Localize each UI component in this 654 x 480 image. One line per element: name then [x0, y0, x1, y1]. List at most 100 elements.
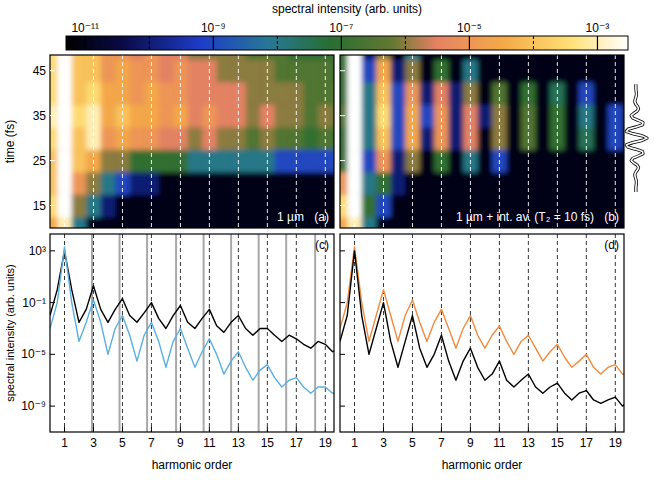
heatmap-cell: [246, 55, 261, 60]
heatmap-cell: [188, 172, 203, 195]
heatmap-cell: [159, 55, 174, 60]
heatmap-cell: [246, 127, 261, 150]
y-tick: [340, 302, 345, 303]
heatmap-cell: [130, 59, 145, 82]
colorbar-tick-label: 10⁻¹¹: [71, 21, 99, 35]
y-tick: [50, 302, 55, 303]
annotation: 1 µm + int. av. (T₂ = 10 fs): [456, 210, 594, 224]
grid-line: [93, 234, 94, 432]
heatmap-cell: [217, 82, 232, 105]
y-tick-label: 10⁻⁹: [21, 399, 46, 413]
heatmap-cell: [72, 172, 87, 195]
y-tick: [50, 115, 55, 116]
y-tick-label: 10⁻¹: [22, 296, 46, 310]
x-tick: [93, 427, 94, 432]
heatmap-cell: [362, 59, 377, 82]
x-tick-label: 1: [61, 436, 68, 450]
heatmap-cell: [275, 127, 290, 150]
grid-line: [325, 55, 326, 228]
colorbar-tick: [341, 36, 342, 50]
x-axis-title: harmonic order: [442, 458, 523, 472]
x-tick-label: 5: [119, 436, 126, 450]
grid-line: [354, 55, 355, 228]
heatmap-cell: [246, 149, 261, 172]
heatmap-cell: [159, 172, 174, 195]
reference-line: [146, 234, 148, 432]
heatmap-cell: [159, 104, 174, 127]
colorbar-tick: [469, 36, 470, 50]
heatmap-cell: [304, 149, 319, 172]
heatmap-cell: [340, 194, 348, 217]
x-tick-label: 19: [319, 436, 333, 450]
colorbar-tick-label: 10⁻³: [586, 21, 610, 35]
heatmap-cell: [275, 104, 290, 127]
heatmap-cell: [478, 82, 493, 105]
x-tick: [557, 427, 558, 432]
x-tick-label: 7: [148, 436, 155, 450]
heatmap-cell: [217, 172, 232, 195]
plot-background: [340, 55, 624, 228]
heatmap-cell: [188, 127, 203, 150]
y-tick: [340, 205, 345, 206]
heatmap-cell: [565, 172, 580, 195]
heatmap-cell: [594, 82, 609, 105]
heatmap-cell: [101, 217, 116, 228]
heatmap-cell: [565, 55, 580, 60]
heatmap-cell: [50, 127, 58, 150]
heatmap-cell: [188, 194, 203, 217]
x-tick-label: 5: [409, 436, 416, 450]
heatmap-cell: [340, 82, 348, 105]
heatmap-cell: [159, 217, 174, 228]
heatmap-cell: [101, 149, 116, 172]
y-tick-label: 10³: [29, 244, 46, 258]
heatmap-cell: [594, 59, 609, 82]
x-tick: [122, 427, 123, 432]
grid-line: [441, 55, 442, 228]
heatmap-cell: [159, 149, 174, 172]
heatmap-cell: [72, 217, 87, 228]
heatmap-cell: [50, 149, 58, 172]
grid-line: [151, 55, 152, 228]
heatmap-cell: [217, 127, 232, 150]
x-tick: [383, 427, 384, 432]
heatmap-cell: [449, 172, 464, 195]
y-tick-label: 15: [33, 199, 47, 213]
heatmap-cell: [101, 55, 116, 60]
heatmap-cell: [304, 59, 319, 82]
heatmap-cell: [304, 55, 319, 60]
grid-line: [209, 55, 210, 228]
heatmap-cell: [217, 149, 232, 172]
heatmap-cell: [101, 194, 116, 217]
grid-line: [412, 234, 413, 432]
annotation: 1 µm: [277, 210, 304, 224]
heatmap-cell: [50, 217, 58, 228]
x-tick: [470, 427, 471, 432]
colorbar-minor-tick: [405, 36, 406, 50]
colorbar-tick: [85, 36, 86, 50]
x-tick: [528, 427, 529, 432]
x-tick: [180, 427, 181, 432]
y-tick: [340, 70, 345, 71]
heatmap-cell: [594, 172, 609, 195]
heatmap-cell: [565, 127, 580, 150]
y-tick: [50, 160, 55, 161]
heatmap-cell: [478, 127, 493, 150]
heatmap-cell: [420, 82, 435, 105]
x-tick-label: 9: [467, 436, 474, 450]
heatmap-cell: [507, 104, 522, 127]
heatmap-cell: [507, 82, 522, 105]
heatmap-cell: [130, 172, 145, 195]
heatmap-cell: [72, 149, 87, 172]
grid-line: [412, 55, 413, 228]
heatmap-cell: [362, 127, 377, 150]
heatmap-cell: [420, 104, 435, 127]
grid-line: [470, 234, 471, 432]
reference-line: [285, 234, 287, 432]
grid-line: [615, 55, 616, 228]
series-line: [340, 247, 624, 374]
heatmap-cell: [362, 82, 377, 105]
heatmap-cell: [275, 55, 290, 60]
heatmap-cell: [246, 194, 261, 217]
grid-line: [64, 234, 65, 432]
plot-background: [50, 234, 334, 432]
